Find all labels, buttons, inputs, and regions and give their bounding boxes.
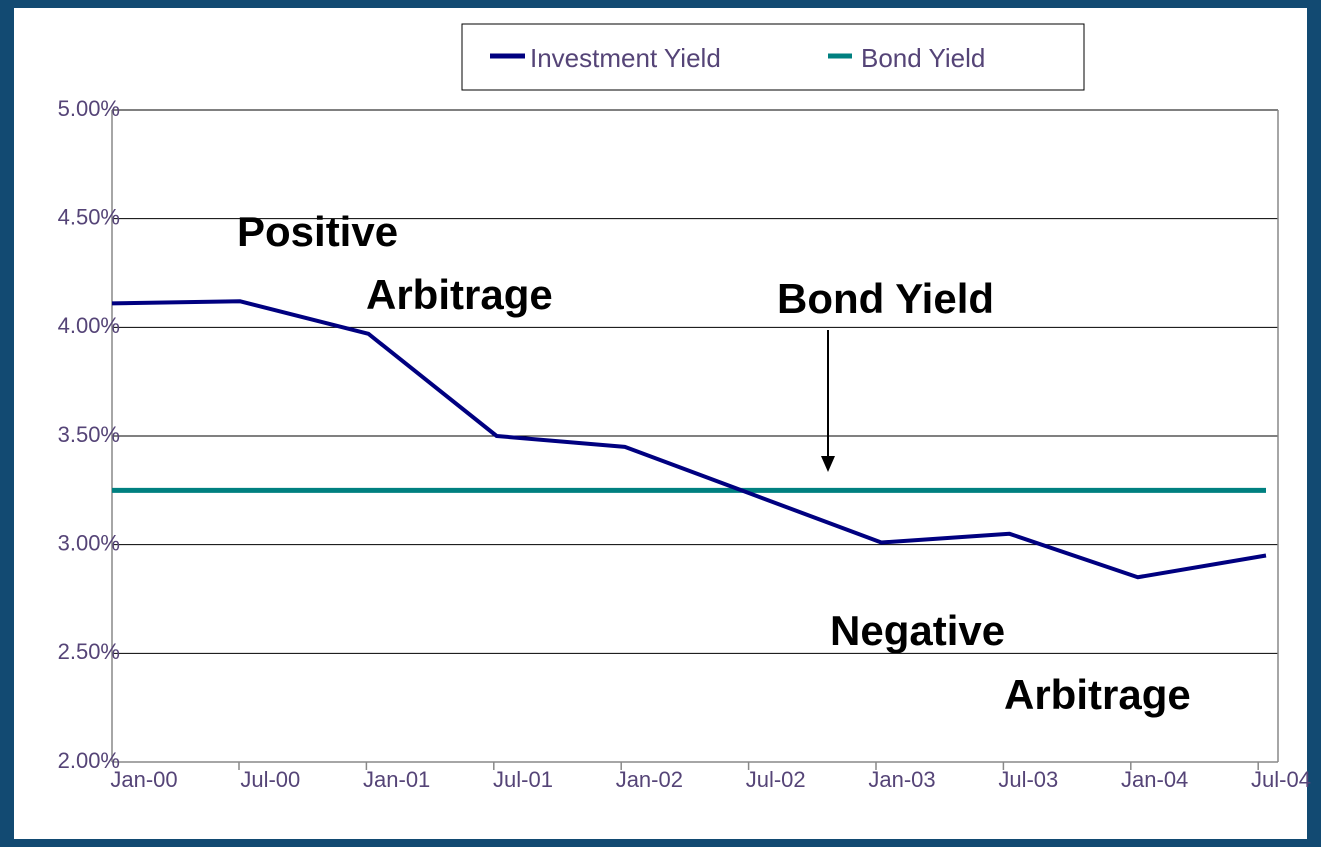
x-tick-label: Jul-01 [493,767,553,792]
y-tick-label: 2.50% [58,639,120,664]
annotation: Positive [237,208,398,255]
x-tick-label: Jul-04 [1251,767,1311,792]
x-tick-label: Jan-03 [868,767,935,792]
x-tick-label: Jul-00 [240,767,300,792]
x-tick-label: Jan-00 [110,767,177,792]
x-tick-label: Jul-02 [746,767,806,792]
legend-label: Investment Yield [530,43,721,73]
y-tick-label: 4.00% [58,313,120,338]
chart-background [14,8,1307,839]
annotation: Arbitrage [1004,671,1191,718]
y-tick-label: 5.00% [58,96,120,121]
x-tick-label: Jan-02 [616,767,683,792]
annotation: Arbitrage [366,271,553,318]
y-tick-label: 2.00% [58,748,120,773]
x-tick-label: Jul-03 [998,767,1058,792]
x-tick-label: Jan-01 [363,767,430,792]
x-tick-label: Jan-04 [1121,767,1188,792]
arrow-head [821,456,835,472]
annotation: Negative [830,607,1005,654]
legend-box [461,23,1085,91]
y-tick-label: 4.50% [58,204,120,229]
y-tick-label: 3.00% [58,530,120,555]
legend-label: Bond Yield [861,43,985,73]
annotation: Bond Yield [777,275,994,322]
series-line [111,299,1267,580]
y-tick-label: 3.50% [58,422,120,447]
